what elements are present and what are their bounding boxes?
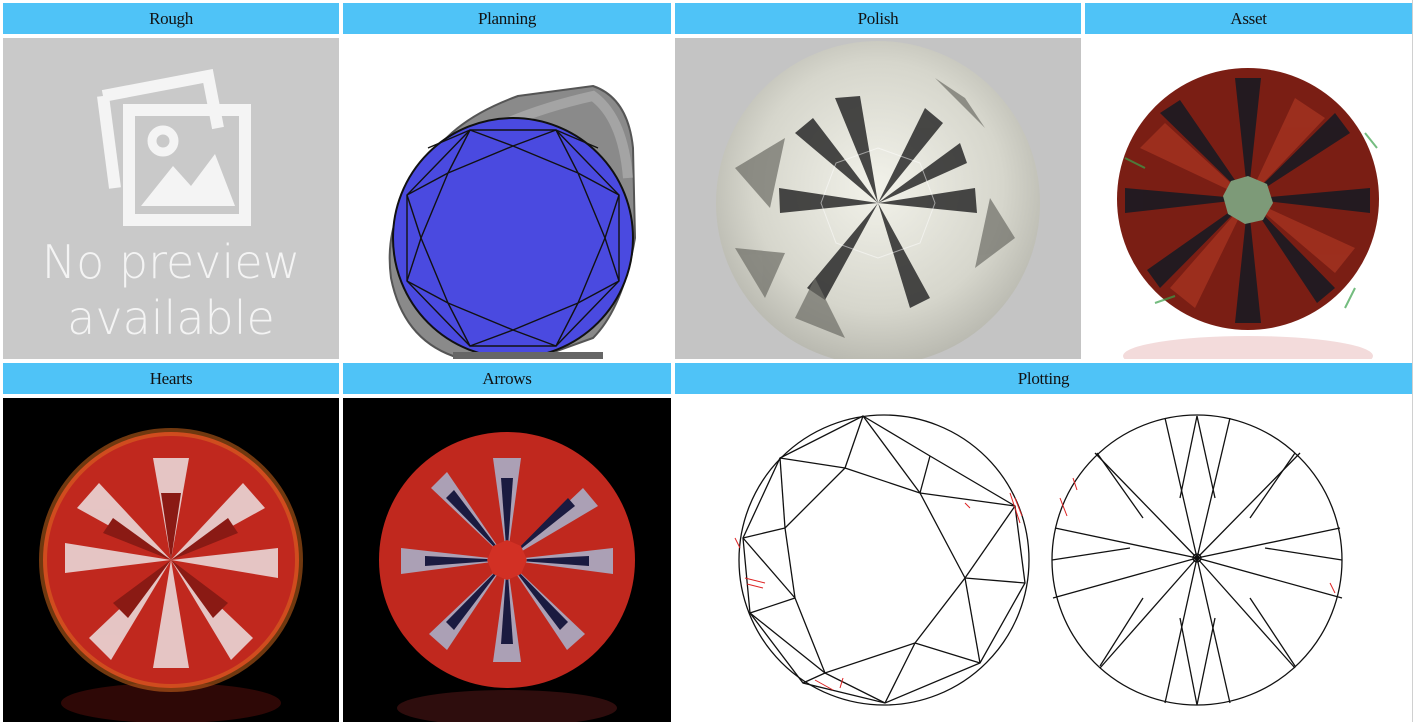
hearts-image[interactable] <box>3 398 339 722</box>
arrows-image[interactable] <box>343 398 671 722</box>
rough-image[interactable]: No preview available <box>3 38 339 359</box>
asset-image[interactable] <box>1085 38 1412 359</box>
crown-plot <box>738 414 1030 706</box>
pavilion-plot <box>1051 414 1343 706</box>
polish-image[interactable] <box>675 38 1081 359</box>
polished-diamond <box>716 41 1040 359</box>
grid-right-border <box>1412 0 1413 722</box>
header-rough: Rough <box>3 3 339 34</box>
header-arrows: Arrows <box>343 363 671 394</box>
planned-diamond <box>392 117 634 359</box>
header-hearts: Hearts <box>3 363 339 394</box>
header-asset: Asset <box>1085 3 1412 34</box>
plotting-image[interactable] <box>675 398 1412 722</box>
available-text: available <box>67 291 275 345</box>
header-plotting: Plotting <box>675 363 1412 394</box>
image-placeholder-icon <box>97 68 251 226</box>
header-planning: Planning <box>343 3 671 34</box>
no-preview-text: No preview <box>41 235 301 289</box>
header-polish: Polish <box>675 3 1081 34</box>
planning-image[interactable] <box>343 38 671 359</box>
